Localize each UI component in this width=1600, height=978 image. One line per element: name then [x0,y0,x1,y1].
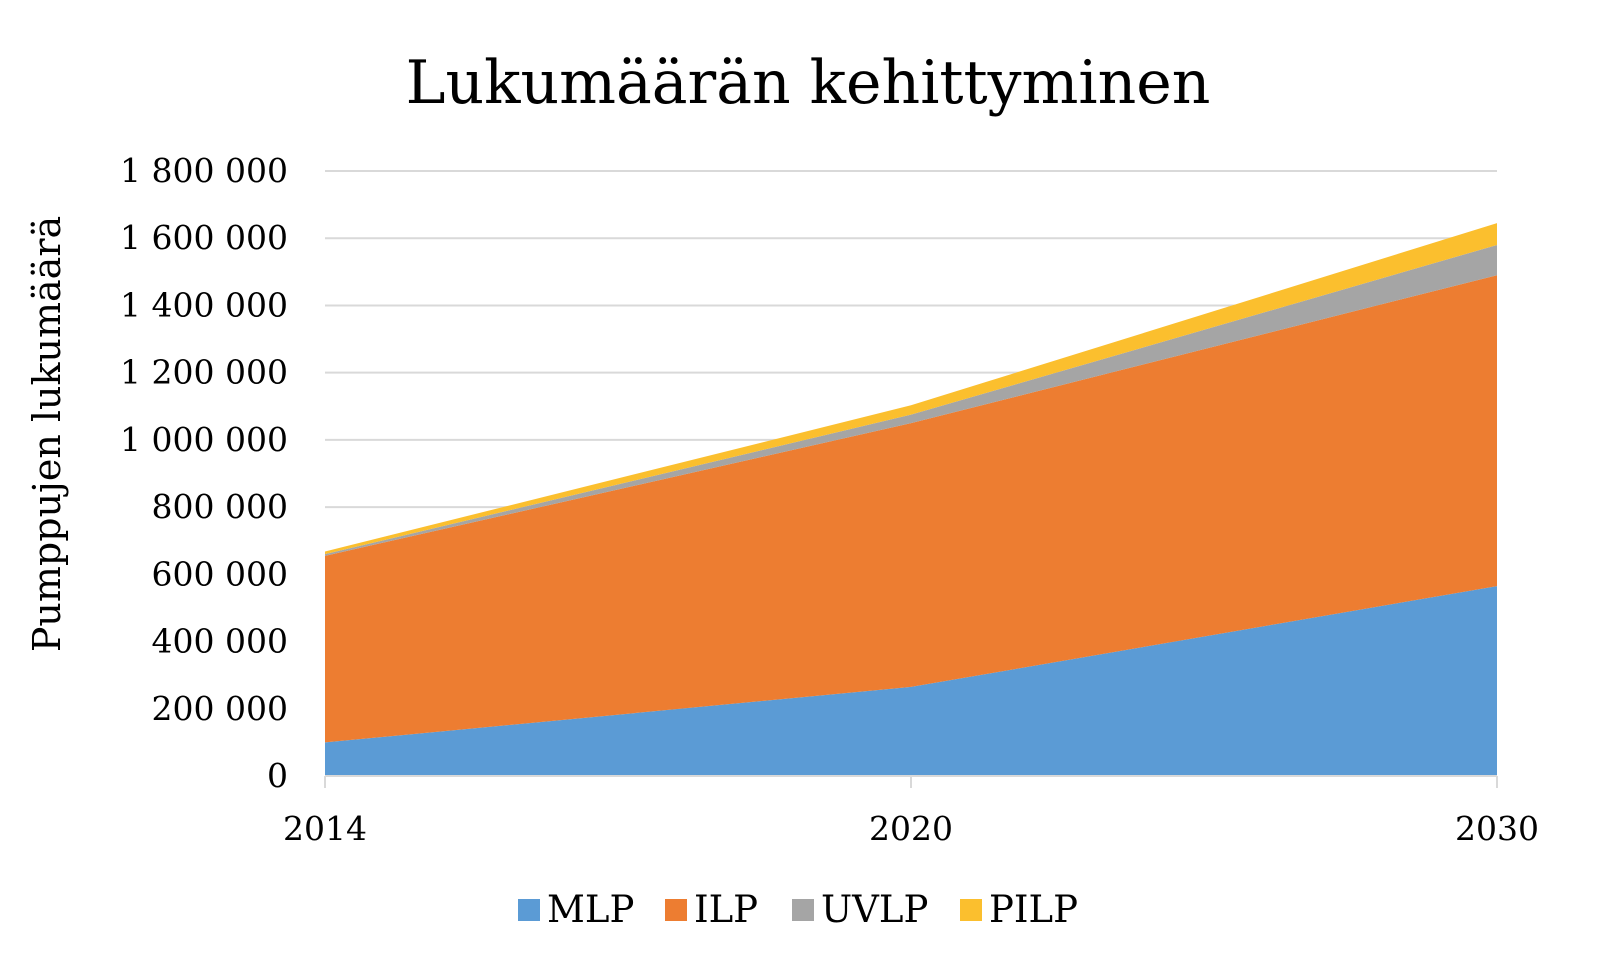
y-tick-label: 1 600 000 [120,218,288,257]
legend-label-uvlp: UVLP [821,888,928,931]
y-tick-label: 400 000 [152,622,288,661]
y-axis-title: Pumppujen lukumäärä [25,216,69,652]
x-tick-label: 2014 [283,809,367,848]
y-tick-label: 1 000 000 [120,420,288,459]
legend-swatch-mlp [518,899,540,921]
area-mlp [325,586,1497,776]
legend-label-mlp: MLP [547,888,634,931]
x-axis [324,775,1498,788]
y-axis-tick-labels: 0 200 000 400 000 600 000 800 000 1 000 000 1 … [120,151,288,795]
x-axis-tick-labels: 2014 2020 2030 [283,809,1539,848]
y-tick-label: 200 000 [152,689,288,728]
y-tick-label: 0 [267,756,288,795]
legend-swatch-ilp [665,899,687,921]
legend-swatch-uvlp [792,899,814,921]
y-tick-label: 800 000 [152,487,288,526]
legend: MLP ILP UVLP PILP [518,888,1078,931]
area-ilp [325,275,1497,743]
area-series-layer [325,223,1497,776]
legend-label-pilp: PILP [989,888,1078,931]
x-tick-label: 2030 [1455,809,1539,848]
legend-swatch-pilp [960,899,982,921]
y-tick-label: 600 000 [152,554,288,593]
x-tick-label: 2020 [869,809,953,848]
chart-title: Lukumäärän kehittyminen [406,48,1211,118]
y-tick-label: 1 200 000 [120,353,288,392]
y-tick-label: 1 400 000 [120,285,288,324]
y-tick-label: 1 800 000 [120,151,288,190]
legend-label-ilp: ILP [694,888,758,931]
